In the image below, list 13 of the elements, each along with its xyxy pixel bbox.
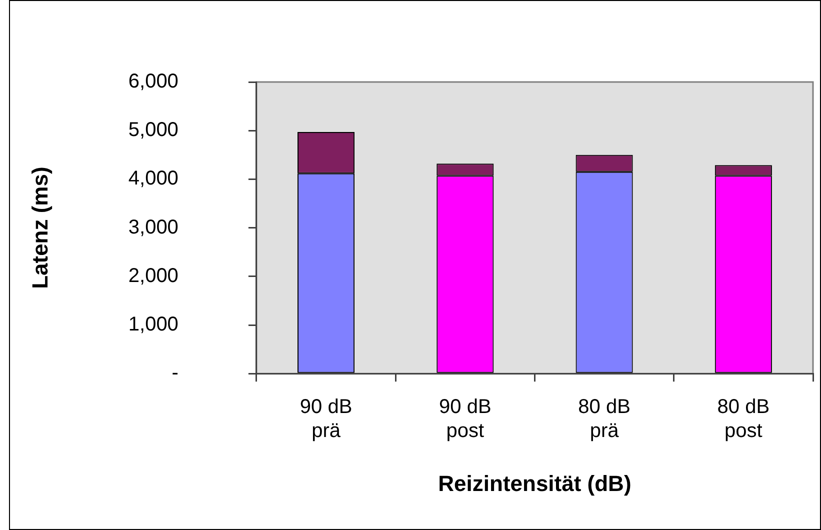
y-tick-label: 3,000 xyxy=(128,216,178,238)
y-tick-label: 2,000 xyxy=(128,264,178,287)
y-tick-label: 6,000 xyxy=(128,70,178,93)
y-tick-label: 5,000 xyxy=(128,119,178,142)
x-tick-label: 90 dB prä xyxy=(300,396,352,442)
y-tick-label: 1,000 xyxy=(128,314,178,336)
x-tick-label: 90 dB post xyxy=(439,396,492,442)
y-axis-title: Latenz (ms) xyxy=(27,166,52,289)
y-tick-label: - xyxy=(172,362,178,384)
x-tick-label: 80 dB prä xyxy=(578,396,630,442)
x-tick-label: 80 dB post xyxy=(717,396,770,442)
y-tick-label: 4,000 xyxy=(128,168,178,190)
x-axis-title: Reizintensität (dB) xyxy=(438,470,632,496)
